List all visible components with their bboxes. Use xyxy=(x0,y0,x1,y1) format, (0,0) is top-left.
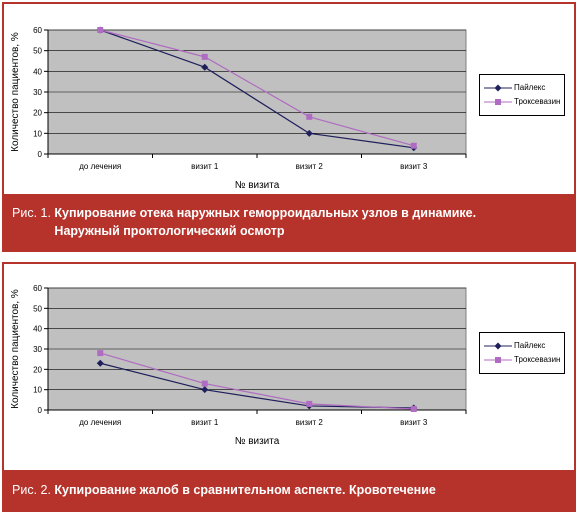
y-tick-label: 30 xyxy=(33,88,42,97)
data-point xyxy=(97,350,104,357)
data-point xyxy=(306,113,313,120)
legend-label: Троксевазин xyxy=(514,97,561,106)
data-point xyxy=(306,400,313,407)
legend-item-troxevasin: Троксевазин xyxy=(480,355,564,365)
y-tick-label: 0 xyxy=(38,406,43,415)
y-tick-label: 10 xyxy=(33,129,42,138)
legend-marker-troxevasin xyxy=(484,357,512,363)
legend-label: Пайлекс xyxy=(514,341,546,350)
series-line-1 xyxy=(100,29,414,147)
data-point xyxy=(305,129,313,137)
y-tick-label: 20 xyxy=(33,109,42,118)
legend-marker-pailex xyxy=(484,342,512,350)
x-tick-label: визит 1 xyxy=(191,162,219,171)
data-point xyxy=(96,359,104,367)
caption-number: Рис. 1. xyxy=(12,206,55,220)
legend-marker-troxevasin xyxy=(484,99,512,105)
figure-1: 0 10 20 30 40 50 60 до лечения визит 1 визит 2 виз… xyxy=(2,2,576,252)
x-tick-label: визит 1 xyxy=(191,418,219,427)
data-point xyxy=(410,405,417,412)
legend-label: Троксевазин xyxy=(514,355,561,364)
y-tick-label: 0 xyxy=(38,150,43,159)
chart-2: 0 10 20 30 40 50 60 до лечения визит 1 визит 2 виз… xyxy=(10,284,467,447)
y-tick-label: 50 xyxy=(33,304,42,313)
legend-item-pailex: Пайлекс xyxy=(480,341,564,351)
y-tick-label: 30 xyxy=(33,345,42,354)
data-point xyxy=(201,53,208,60)
y-tick-label: 40 xyxy=(33,67,42,76)
legend-marker-pailex xyxy=(484,84,512,92)
caption-number: Рис. 2. xyxy=(12,483,55,497)
legend-label: Пайлекс xyxy=(514,83,546,92)
y-tick-label: 60 xyxy=(33,284,42,293)
caption-title: Купирование отека наружных геморроидальн… xyxy=(54,206,477,238)
x-tick-label: до лечения xyxy=(79,418,121,427)
y-tick-label: 50 xyxy=(33,47,42,56)
x-axis-label: № визита xyxy=(235,436,280,447)
legend-1: Пайлекс Троксевазин xyxy=(479,74,565,116)
caption-2: Рис. 2. Купирование жалоб в сравнительно… xyxy=(4,470,574,510)
figure-2: 0 10 20 30 40 50 60 до лечения визит 1 визит 2 виз… xyxy=(2,262,576,512)
legend-item-pailex: Пайлекс xyxy=(480,83,564,93)
x-tick-label: визит 2 xyxy=(296,418,324,427)
x-tick-label: визит 3 xyxy=(400,418,428,427)
y-axis-label: Количество пациентов, % xyxy=(10,32,21,152)
series-line-1 xyxy=(100,352,414,410)
data-point xyxy=(97,27,104,33)
chart-1: 0 10 20 30 40 50 60 до лечения визит 1 визит 2 виз… xyxy=(10,26,467,191)
y-tick-label: 10 xyxy=(33,386,42,395)
x-tick-label: визит 2 xyxy=(296,162,324,171)
x-tick-label: до лечения xyxy=(79,162,121,171)
legend-2: Пайлекс Троксевазин xyxy=(479,332,565,374)
x-tick-label: визит 3 xyxy=(400,162,428,171)
y-tick-label: 60 xyxy=(33,26,42,35)
caption-title: Купирование жалоб в сравнительном аспект… xyxy=(54,483,436,497)
y-tick-label: 40 xyxy=(33,325,42,334)
data-point xyxy=(201,380,208,387)
data-point xyxy=(410,142,417,149)
series-line-0 xyxy=(100,29,414,149)
y-tick-label: 20 xyxy=(33,365,42,374)
legend-item-troxevasin: Троксевазин xyxy=(480,97,564,107)
x-axis-label: № визита xyxy=(235,180,280,191)
y-axis-label: Количество пациентов, % xyxy=(10,289,21,409)
caption-1: Рис. 1. Купирование отека наружных гемор… xyxy=(4,194,574,250)
